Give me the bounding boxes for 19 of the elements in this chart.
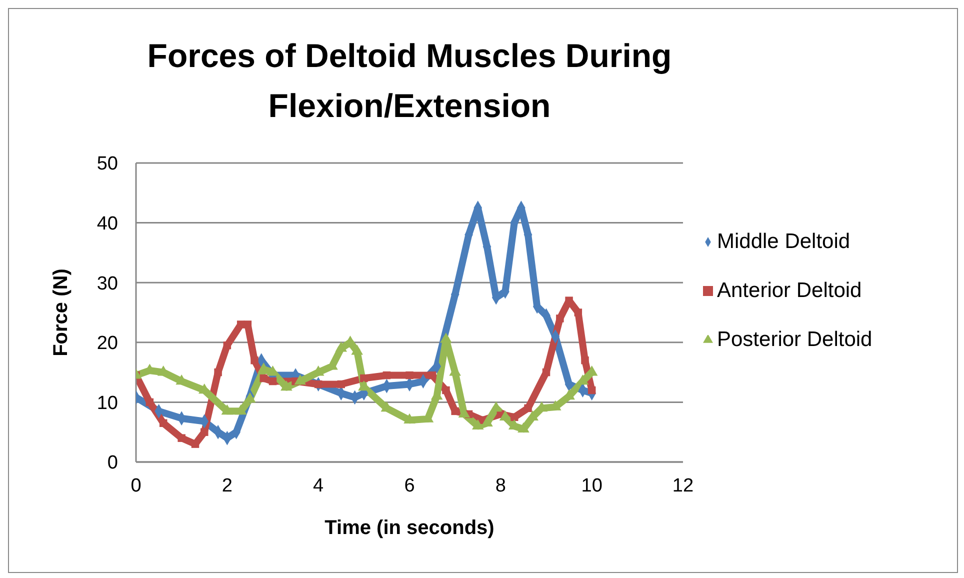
x-tick-label: 12 bbox=[672, 475, 694, 496]
y-tick-label: 50 bbox=[96, 154, 118, 175]
x-tick-label: 2 bbox=[222, 475, 232, 496]
y-axis-title: Force (N) bbox=[50, 268, 72, 356]
x-axis-title: Time (in seconds) bbox=[324, 517, 494, 540]
y-tick-label: 40 bbox=[96, 214, 118, 235]
x-tick-label: 4 bbox=[313, 475, 324, 496]
legend-label: Posterior Deltoid bbox=[717, 328, 872, 351]
y-tick-label: 20 bbox=[96, 333, 118, 354]
legend-label: Middle Deltoid bbox=[717, 230, 850, 253]
y-tick-label: 10 bbox=[96, 392, 118, 414]
x-tick-label: 6 bbox=[404, 475, 415, 496]
y-tick-label: 30 bbox=[96, 273, 118, 294]
x-tick-label: 0 bbox=[130, 475, 142, 496]
legend-label: Anterior Deltoid bbox=[717, 279, 862, 302]
x-tick-label: 8 bbox=[495, 475, 506, 496]
y-tick-label: 0 bbox=[107, 452, 118, 474]
chart-title: Forces of Deltoid Muscles During Flexion/Extension bbox=[146, 36, 673, 126]
x-tick-label: 10 bbox=[581, 475, 602, 496]
